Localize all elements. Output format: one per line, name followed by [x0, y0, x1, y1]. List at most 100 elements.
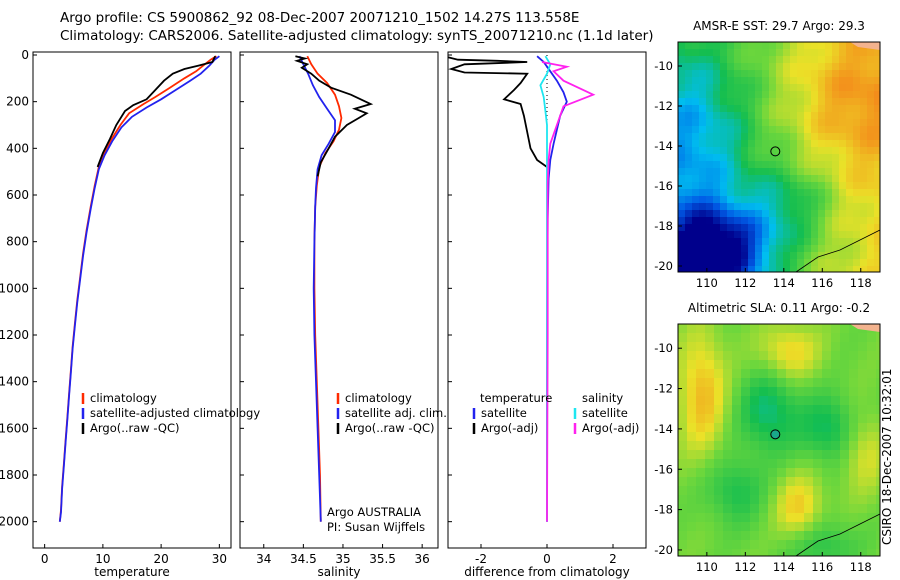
heatmap-cell	[769, 77, 777, 85]
sst-map-ytick-label: -12	[654, 99, 673, 113]
heatmap-cell	[813, 468, 823, 478]
heatmap-cell	[797, 217, 805, 225]
heatmap-cell	[825, 203, 833, 211]
heatmap-cell	[795, 342, 805, 352]
heatmap-cell	[706, 91, 714, 99]
heatmap-cell	[876, 333, 881, 343]
heatmap-cell	[867, 112, 875, 120]
heatmap-cell	[748, 168, 756, 176]
heatmap-cell	[874, 175, 881, 183]
heatmap-cell	[713, 126, 721, 134]
heatmap-cell	[687, 477, 697, 487]
heatmap-cell	[783, 238, 791, 246]
heatmap-cell	[741, 189, 749, 197]
heatmap-cell	[839, 175, 847, 183]
heatmap-cell	[822, 414, 832, 424]
heatmap-cell	[714, 468, 724, 478]
heatmap-cell	[762, 42, 770, 50]
heatmap-cell	[818, 168, 826, 176]
heatmap-cell	[797, 210, 805, 218]
sst-map-xtick-label: 112	[734, 276, 756, 290]
heatmap-cell	[727, 161, 735, 169]
heatmap-cell	[687, 450, 697, 460]
heatmap-cell	[832, 140, 840, 148]
heatmap-cell	[678, 84, 686, 92]
heatmap-cell	[786, 504, 796, 514]
heatmap-cell	[685, 42, 693, 50]
heatmap-cell	[876, 396, 881, 406]
heatmap-cell	[687, 333, 697, 343]
heatmap-cell	[678, 259, 686, 267]
heatmap-cell	[748, 91, 756, 99]
heatmap-cell	[874, 77, 881, 85]
heatmap-cell	[795, 441, 805, 451]
heatmap-cell	[822, 513, 832, 523]
sla-map-ytick-label: -10	[654, 341, 673, 355]
heatmap-cell	[876, 387, 881, 397]
heatmap-cell	[741, 477, 751, 487]
heatmap-cell	[741, 126, 749, 134]
heatmap-cell	[790, 245, 798, 253]
heatmap-cell	[860, 84, 868, 92]
heatmap-cell	[768, 360, 778, 370]
heatmap-cell	[860, 77, 868, 85]
temperature-xtick-label: 20	[153, 552, 168, 566]
heatmap-cell	[776, 112, 784, 120]
heatmap-cell	[692, 70, 700, 78]
heatmap-cell	[732, 414, 742, 424]
heatmap-cell	[804, 84, 812, 92]
heatmap-cell	[790, 154, 798, 162]
heatmap-cell	[860, 266, 868, 273]
heatmap-cell	[759, 468, 769, 478]
heatmap-cell	[831, 432, 841, 442]
heatmap-cell	[759, 387, 769, 397]
heatmap-cell	[723, 504, 733, 514]
heatmap-cell	[699, 133, 707, 141]
heatmap-cell	[811, 252, 819, 260]
heatmap-cell	[685, 224, 693, 232]
heatmap-cell	[699, 70, 707, 78]
heatmap-cell	[692, 56, 700, 64]
heatmap-cell	[876, 351, 881, 361]
heatmap-cell	[867, 351, 877, 361]
heatmap-cell	[762, 147, 770, 155]
heatmap-cell	[825, 217, 833, 225]
heatmap-cell	[678, 105, 686, 113]
heatmap-cell	[825, 238, 833, 246]
heatmap-cell	[720, 56, 728, 64]
heatmap-cell	[876, 468, 881, 478]
heatmap-cell	[769, 238, 777, 246]
heatmap-cell	[713, 56, 721, 64]
heatmap-cell	[699, 238, 707, 246]
heatmap-cell	[839, 189, 847, 197]
heatmap-cell	[713, 217, 721, 225]
heatmap-cell	[705, 396, 715, 406]
heatmap-cell	[783, 203, 791, 211]
heatmap-cell	[832, 84, 840, 92]
heatmap-cell	[734, 266, 742, 273]
heatmap-cell	[741, 450, 751, 460]
heatmap-cell	[822, 333, 832, 343]
heatmap-cell	[839, 231, 847, 239]
heatmap-cell	[797, 238, 805, 246]
heatmap-cell	[714, 531, 724, 541]
heatmap-cell	[727, 63, 735, 71]
heatmap-cell	[685, 161, 693, 169]
heatmap-cell	[786, 378, 796, 388]
heatmap-cell	[804, 119, 812, 127]
heatmap-cell	[839, 238, 847, 246]
heatmap-cell	[860, 238, 868, 246]
heatmap-cell	[741, 175, 749, 183]
heatmap-cell	[687, 342, 697, 352]
heatmap-cell	[797, 77, 805, 85]
salinity-series-line	[298, 55, 336, 522]
heatmap-cell	[818, 91, 826, 99]
heatmap-cell	[678, 161, 686, 169]
heatmap-cell	[818, 182, 826, 190]
temperature-ytick-label: 1400	[0, 375, 29, 389]
heatmap-cell	[699, 56, 707, 64]
heatmap-cell	[839, 266, 847, 273]
heatmap-cell	[699, 203, 707, 211]
heatmap-cell	[692, 154, 700, 162]
heatmap-cell	[705, 351, 715, 361]
